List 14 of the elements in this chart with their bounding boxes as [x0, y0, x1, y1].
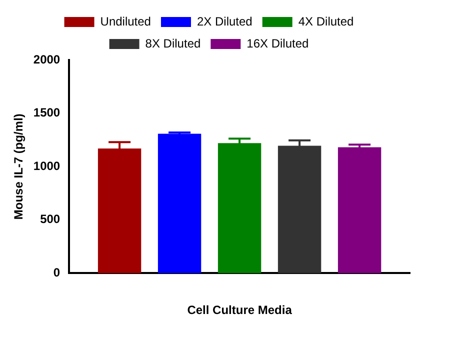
legend-label: 8X Diluted [145, 36, 201, 50]
legend-label: 4X Diluted [298, 14, 354, 28]
y-axis-title: Mouse IL-7 (pg/ml) [12, 114, 26, 220]
y-tick-label: 1000 [33, 158, 60, 173]
bar [338, 147, 382, 274]
legend-label: 2X Diluted [196, 14, 252, 28]
legend-label: Undiluted [100, 14, 151, 28]
bar [158, 134, 202, 274]
x-axis-title: Cell Culture Media [187, 303, 292, 318]
legend-label: 16X Diluted [246, 36, 309, 50]
y-tick-label: 500 [40, 212, 60, 226]
y-tick-label: 0 [53, 266, 60, 280]
y-tick-label: 2000 [33, 52, 60, 66]
y-tick-label: 1500 [33, 106, 60, 120]
